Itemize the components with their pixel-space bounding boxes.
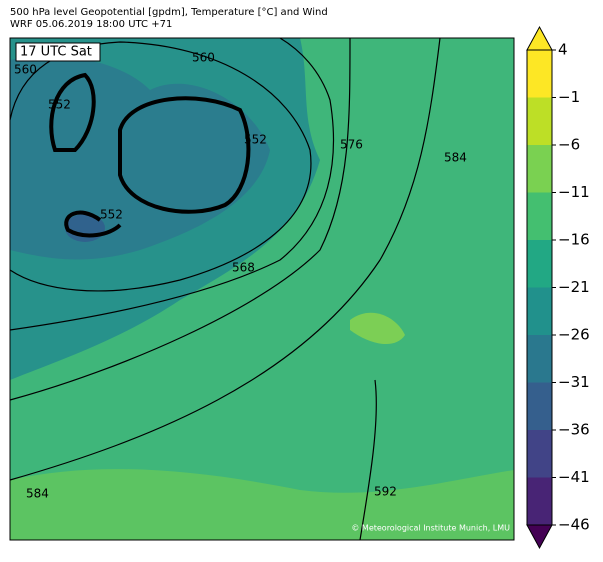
contour-label: 584 (444, 151, 467, 165)
contour-label: 568 (232, 261, 255, 275)
colorbar-bin (527, 240, 552, 288)
credit: © Meteorological Institute Munich, LMU (351, 524, 510, 533)
contour-label: 552 (100, 208, 123, 222)
colorbar-tick-label: −6 (558, 136, 580, 154)
warm-region (10, 469, 514, 540)
colorbar-tick-label: −26 (558, 326, 590, 344)
colorbar-bin (527, 382, 552, 430)
colorbar-extend-high (526, 25, 553, 51)
colorbar-tick-label: 4 (558, 41, 568, 59)
contour-label: 592 (374, 485, 397, 499)
colorbar-extend-low (526, 524, 553, 550)
time-box (15, 42, 101, 62)
colorbar-bin (527, 335, 552, 383)
contour-label: 560 (14, 63, 37, 77)
time-label: 17 UTC Sat (20, 45, 92, 60)
colorbar-bin (527, 192, 552, 240)
colorbar-tick-label: −46 (558, 516, 590, 534)
colorbar-bin (527, 50, 552, 98)
contour-label: 552 (48, 98, 71, 112)
colorbar-bin (527, 145, 552, 193)
contour-label: 552 (244, 133, 267, 147)
colorbar-tick-label: −11 (558, 183, 590, 201)
colorbar-tick-label: −21 (558, 278, 590, 296)
contour-label: 584 (26, 487, 49, 501)
subtitle: WRF 05.06.2019 18:00 UTC +71 (10, 19, 172, 30)
colorbar-tick-label: −36 (558, 421, 590, 439)
contour-label: 576 (340, 138, 363, 152)
colorbar-tick-label: −41 (558, 468, 590, 486)
warm-spot (350, 312, 405, 345)
title: 500 hPa level Geopotential [gpdm], Tempe… (10, 7, 328, 18)
contour-label: 560 (192, 51, 215, 65)
colorbar-bin (527, 97, 552, 145)
map-frame (9, 37, 515, 541)
colorbar-tick-label: −16 (558, 231, 590, 249)
colorbar-tick-label: −1 (558, 88, 580, 106)
colorbar: 4 −1 −6 −11 −16 −21 −26 −31 −36 −41 −46 (526, 25, 590, 550)
colorbar-bin (527, 477, 552, 525)
colorbar-bin (527, 430, 552, 478)
map: 560 552 560 552 552 576 584 568 584 592 … (9, 37, 515, 541)
colorbar-tick-label: −31 (558, 373, 590, 391)
contour-labels: 560 552 560 552 552 576 584 568 584 592 (14, 51, 467, 501)
colorbar-bin (527, 287, 552, 335)
